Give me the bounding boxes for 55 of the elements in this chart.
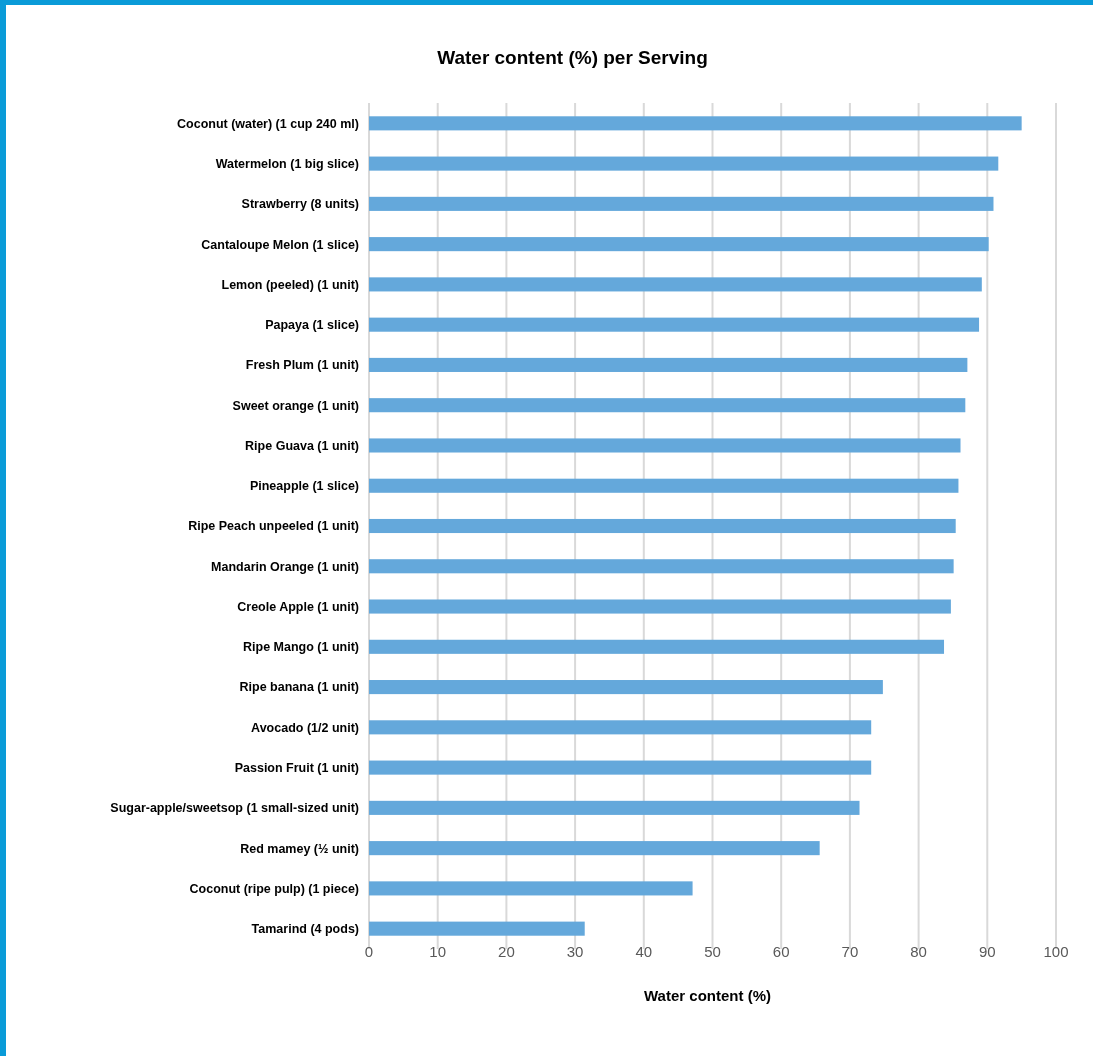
y-tick-label: Ripe banana (1 unit) <box>239 680 359 695</box>
x-tick-label: 0 <box>364 943 374 960</box>
x-tick-label: 100 <box>1043 943 1069 960</box>
x-tick-label: 20 <box>498 943 515 960</box>
x-tick-label: 50 <box>704 943 721 960</box>
y-tick-label: Mandarin Orange (1 unit) <box>211 559 359 574</box>
chart-title: Water content (%) per Serving <box>437 47 708 68</box>
y-tick-label: Red mamey (½ unit) <box>240 841 359 856</box>
bar <box>369 881 693 896</box>
bar <box>369 438 961 453</box>
y-tick-label: Coconut (ripe pulp) (1 piece) <box>189 881 359 896</box>
bar <box>369 559 954 574</box>
y-tick-label: Sugar-apple/sweetsop (1 small-sized unit) <box>110 801 359 816</box>
y-tick-label: Ripe Mango (1 unit) <box>243 640 359 655</box>
bar <box>369 478 959 493</box>
bar <box>369 116 1022 131</box>
bar <box>369 518 956 534</box>
y-tick-label: Pineapple (1 slice) <box>249 479 359 494</box>
y-tick-label: Ripe Peach unpeeled (1 unit) <box>188 519 359 534</box>
x-tick-label: 90 <box>978 943 996 960</box>
y-tick-label: Coconut (water) (1 cup 240 ml) <box>177 116 359 131</box>
bar <box>369 357 968 372</box>
x-tick-label: 30 <box>566 943 584 960</box>
y-tick-label: Lemon (peeled) (1 unit) <box>221 277 359 292</box>
bar <box>369 156 999 171</box>
bar <box>369 800 860 815</box>
x-tick-label: 60 <box>772 943 790 960</box>
y-tick-label: Passion Fruit (1 unit) <box>234 760 359 775</box>
bar <box>369 317 980 332</box>
bar <box>369 760 872 775</box>
x-tick-label: 70 <box>841 943 859 960</box>
bar <box>369 237 989 252</box>
x-tick-label: 80 <box>910 943 927 960</box>
x-tick-label: 40 <box>635 943 653 960</box>
y-tick-label: Watermelon (1 big slice) <box>215 156 359 171</box>
bar <box>369 921 585 936</box>
bar <box>369 720 872 735</box>
bar <box>369 599 951 614</box>
y-tick-label: Ripe Guava (1 unit) <box>245 438 359 453</box>
x-tick-label: 10 <box>429 943 447 960</box>
x-axis-title: Water content (%) <box>644 987 771 1004</box>
y-tick-label: Creole Apple (1 unit) <box>237 599 359 614</box>
bar <box>369 841 820 856</box>
bar <box>369 680 883 695</box>
y-tick-label: Strawberry (8 units) <box>241 197 359 212</box>
y-tick-label: Papaya (1 slice) <box>265 318 359 333</box>
y-tick-label: Tamarind (4 pods) <box>251 922 359 937</box>
y-tick-label: Fresh Plum (1 unit) <box>245 358 359 373</box>
bar <box>369 196 994 211</box>
bar <box>369 639 945 654</box>
bar <box>369 398 966 413</box>
bar <box>369 277 982 292</box>
y-tick-label: Cantaloupe Melon (1 slice) <box>201 237 359 252</box>
y-tick-label: Avocado (1/2 unit) <box>251 720 359 735</box>
y-tick-label: Sweet orange (1 unit) <box>232 398 359 413</box>
